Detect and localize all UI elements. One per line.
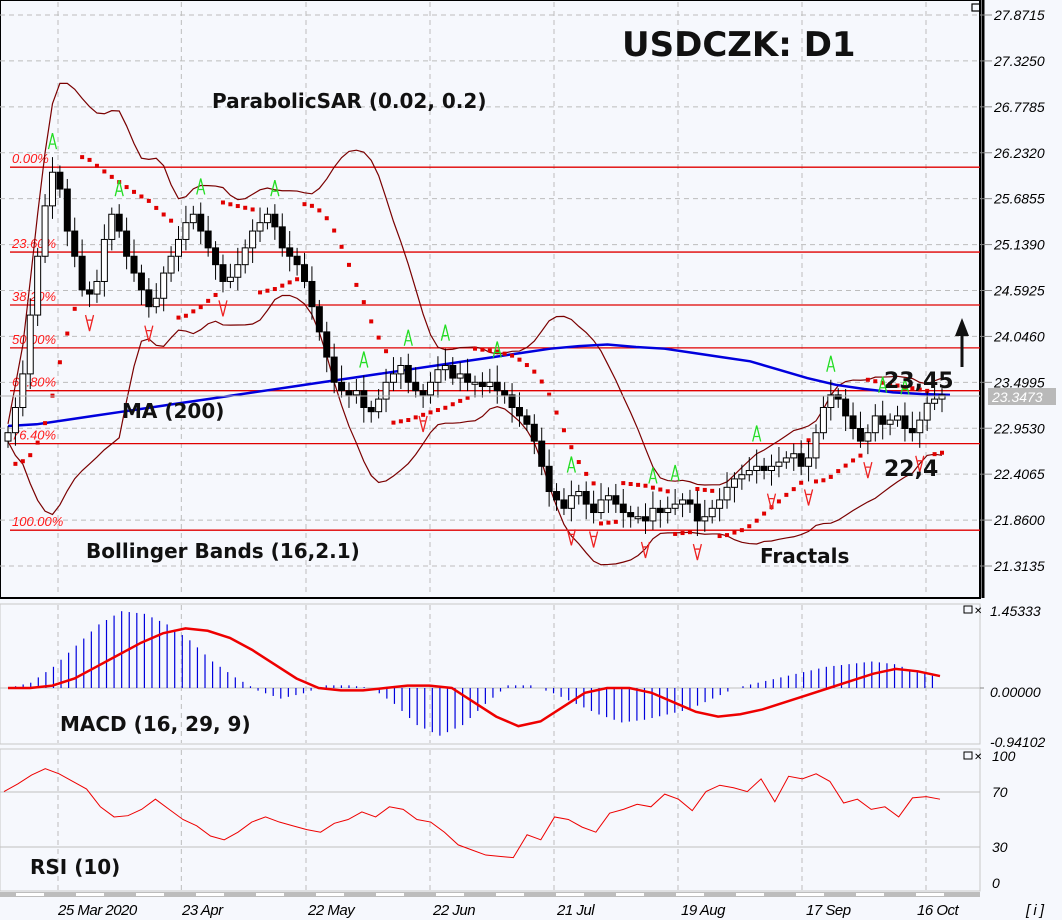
svg-text:1.45333: 1.45333 — [990, 603, 1041, 619]
price-grid — [0, 2, 980, 596]
chart-title: USDCZK: D1 — [622, 25, 856, 65]
fractals-label: Fractals — [760, 544, 849, 568]
ma200-line — [7, 343, 951, 428]
svg-text:16 Oct: 16 Oct — [917, 902, 960, 919]
rsi-axis: 100 70 30 0 — [992, 748, 1016, 891]
macd-window-controls[interactable]: ✕ — [963, 605, 982, 617]
support-label: 22,4 — [884, 457, 938, 482]
svg-text:25 Mar 2020: 25 Mar 2020 — [57, 902, 138, 919]
svg-text:50.00%: 50.00% — [12, 332, 56, 347]
svg-text:27.8715: 27.8715 — [993, 7, 1045, 23]
svg-text:61.80%: 61.80% — [12, 375, 56, 390]
rsi-label: RSI (10) — [30, 855, 120, 879]
svg-text:23 Apr: 23 Apr — [181, 902, 224, 919]
svg-text:26.7785: 26.7785 — [993, 99, 1045, 115]
macd-panel — [0, 603, 981, 745]
rsi-panel — [0, 748, 981, 892]
svg-text:22 Jun: 22 Jun — [432, 902, 475, 919]
maximize-icon[interactable] — [963, 605, 973, 614]
svg-text:27.3250: 27.3250 — [993, 53, 1045, 69]
info-button[interactable]: [ i ] — [1025, 902, 1045, 919]
svg-text:21 Jul: 21 Jul — [556, 902, 595, 919]
current-price-value: 23.3473 — [991, 389, 1043, 405]
maximize-icon[interactable] — [971, 3, 981, 12]
parabolic-sar-label: ParabolicSAR (0.02, 0.2) — [212, 89, 486, 113]
ma-label: MA (200) — [122, 399, 224, 423]
svg-text:22 May: 22 May — [307, 902, 356, 919]
bollinger-label: Bollinger Bands (16,2.1) — [86, 539, 360, 563]
svg-text:26.2320: 26.2320 — [993, 145, 1045, 161]
svg-text:30: 30 — [992, 839, 1008, 855]
rsi-window-controls[interactable]: ✕ — [963, 751, 982, 763]
svg-text:0.00000: 0.00000 — [990, 684, 1041, 700]
macd-axis: 1.45333 0.00000 -0.94102 — [980, 603, 1045, 750]
svg-text:25.6855: 25.6855 — [993, 191, 1045, 207]
scrollbar-dashes — [16, 893, 944, 896]
macd-label: MACD (16, 29, 9) — [60, 712, 251, 736]
svg-text:24.0460: 24.0460 — [993, 328, 1045, 344]
svg-text:25.1390: 25.1390 — [993, 237, 1045, 253]
svg-text:100.00%: 100.00% — [12, 514, 63, 529]
svg-text:21.3135: 21.3135 — [993, 558, 1045, 574]
close-icon[interactable]: ✕ — [974, 752, 982, 763]
macd-indicator — [8, 611, 941, 736]
svg-text:100: 100 — [992, 748, 1016, 764]
svg-text:17 Sep: 17 Sep — [806, 902, 851, 919]
fractal-markers — [47, 132, 925, 561]
rsi-grid — [0, 750, 980, 890]
svg-text:22.9530: 22.9530 — [993, 420, 1045, 436]
svg-text:0: 0 — [992, 875, 1000, 891]
svg-text:0.00%: 0.00% — [12, 151, 49, 166]
arrow-up-icon — [955, 318, 969, 367]
current-price-badge — [988, 388, 1056, 405]
macd-grid — [0, 605, 980, 743]
maximize-icon[interactable] — [963, 751, 973, 760]
svg-text:22.4065: 22.4065 — [993, 466, 1045, 482]
resistance-label: 23,45 — [884, 369, 954, 394]
svg-text:19 Aug: 19 Aug — [681, 902, 726, 919]
rsi-indicator — [3, 768, 941, 859]
svg-text:70: 70 — [992, 784, 1008, 800]
time-scrollbar[interactable] — [0, 892, 980, 897]
candlesticks — [4, 157, 946, 537]
svg-text:21.8600: 21.8600 — [993, 512, 1045, 528]
svg-text:24.5925: 24.5925 — [993, 283, 1045, 299]
date-axis: 25 Mar 2020 23 Apr 22 May 22 Jun 21 Jul 19 Au… — [57, 902, 960, 919]
price-axis: 27.8715 27.3250 26.7785 26.2320 25.6855 25.13… — [980, 0, 1045, 598]
svg-text:38.20%: 38.20% — [12, 289, 56, 304]
svg-text:-0.94102: -0.94102 — [990, 734, 1045, 750]
svg-text:23.4995: 23.4995 — [993, 374, 1045, 390]
close-icon[interactable]: ✕ — [974, 606, 982, 617]
svg-text:76.40%: 76.40% — [12, 428, 56, 443]
